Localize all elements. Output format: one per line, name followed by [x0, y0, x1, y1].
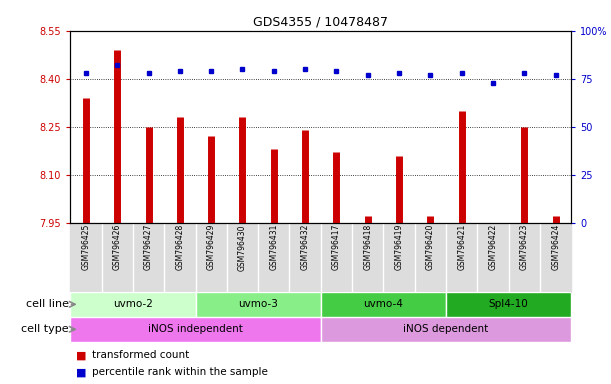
Title: GDS4355 / 10478487: GDS4355 / 10478487: [254, 15, 388, 28]
Bar: [540, 223, 571, 292]
Text: iNOS dependent: iNOS dependent: [403, 324, 489, 334]
Bar: [477, 223, 509, 292]
Bar: [384, 223, 415, 292]
Text: cell type: cell type: [21, 324, 68, 334]
Bar: [290, 223, 321, 292]
Text: cell line: cell line: [26, 299, 68, 310]
Bar: [101, 223, 133, 292]
Bar: [352, 223, 384, 292]
Bar: [321, 292, 446, 317]
Text: ■: ■: [76, 367, 87, 377]
Text: ■: ■: [76, 350, 87, 360]
Bar: [227, 223, 258, 292]
Text: iNOS independent: iNOS independent: [148, 324, 243, 334]
Bar: [196, 223, 227, 292]
Bar: [70, 317, 321, 342]
Text: uvmo-4: uvmo-4: [364, 299, 403, 310]
Bar: [321, 317, 571, 342]
Bar: [509, 223, 540, 292]
Text: transformed count: transformed count: [92, 350, 189, 360]
Bar: [258, 223, 290, 292]
Bar: [415, 223, 446, 292]
Text: percentile rank within the sample: percentile rank within the sample: [92, 367, 268, 377]
Bar: [70, 292, 196, 317]
Text: Spl4-10: Spl4-10: [489, 299, 529, 310]
Bar: [446, 223, 477, 292]
Bar: [321, 223, 352, 292]
Text: uvmo-2: uvmo-2: [113, 299, 153, 310]
Text: uvmo-3: uvmo-3: [238, 299, 278, 310]
Bar: [164, 223, 196, 292]
Bar: [446, 292, 571, 317]
Bar: [196, 292, 321, 317]
Bar: [133, 223, 164, 292]
Bar: [70, 223, 101, 292]
